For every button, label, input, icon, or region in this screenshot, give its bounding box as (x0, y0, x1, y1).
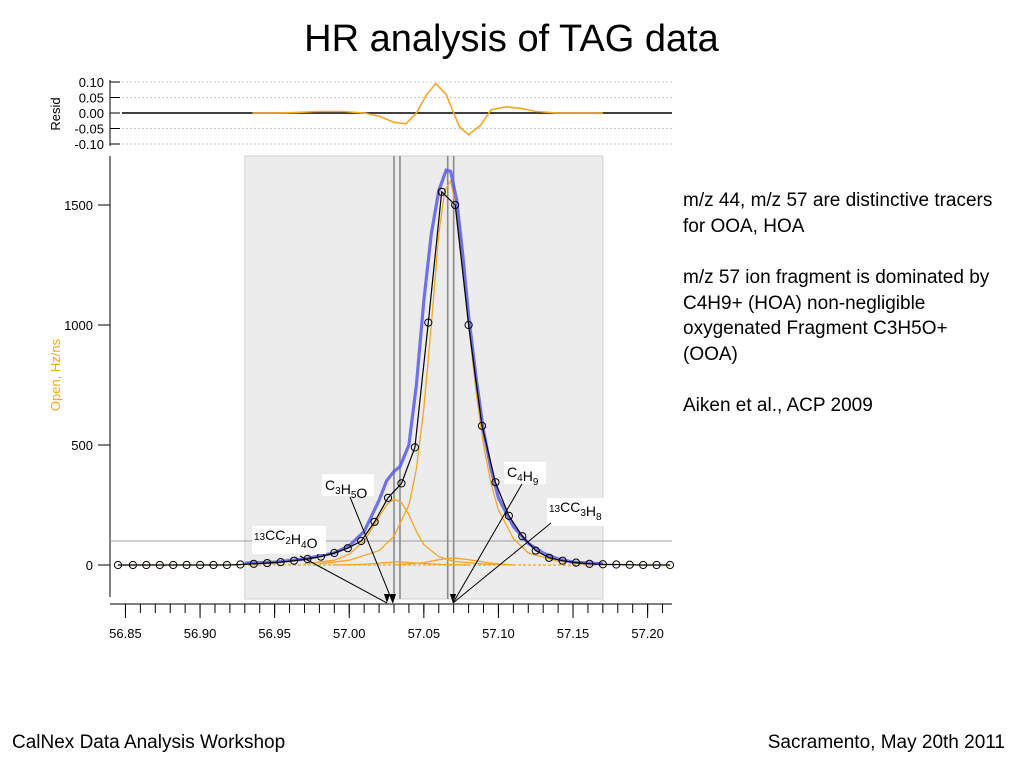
y-tick-label: 1500 (64, 198, 93, 213)
measured-point (289, 556, 299, 565)
measured-point (182, 560, 191, 570)
note-fragment: m/z 57 ion fragment is dominated by C4H9… (683, 267, 990, 365)
measured-point (612, 560, 621, 569)
ion-label: C4H9 (507, 464, 539, 488)
footer-location-date: Sacramento, May 20th 2011 (767, 732, 1005, 753)
x-tick-label: 56.85 (109, 626, 142, 641)
ion-arrow-line (299, 555, 388, 604)
measured-point (639, 560, 648, 570)
x-tick-label: 56.95 (258, 626, 291, 641)
x-tick-label: 57.20 (631, 626, 664, 641)
measured-point (397, 479, 406, 488)
measured-point (545, 553, 554, 562)
y-tick-label: 0 (86, 558, 93, 573)
main-panel: 0 500 1000 1500 Open, Hz/ns 56.85 56.90 56.95 57… (48, 155, 675, 641)
peak-component-c3h5o (304, 498, 514, 566)
measured-point (518, 532, 527, 541)
residual-tick-label: -0.10 (74, 137, 104, 152)
measured-point (531, 546, 540, 555)
x-tick-label: 56.90 (184, 626, 217, 641)
notes-panel: m/z 44, m/z 57 are distinctive tracers f… (683, 188, 1003, 445)
ion-label: 13CC3H8 (549, 499, 602, 523)
measured-point (128, 560, 138, 570)
ion-arrow-head (384, 594, 390, 603)
measured-point (330, 548, 339, 558)
measured-point (410, 443, 419, 452)
ion-label-bg (547, 498, 609, 526)
x-tick-label: 57.00 (333, 626, 366, 641)
peak-component-c4h9 (319, 179, 588, 565)
measured-point (357, 536, 366, 546)
measured-point (665, 560, 675, 570)
measured-point (249, 559, 258, 568)
measured-point (383, 493, 393, 502)
measured-point (504, 511, 513, 520)
measured-point (424, 318, 433, 327)
measured-point (195, 560, 205, 570)
footer-workshop: CalNex Data Analysis Workshop (12, 732, 286, 753)
ion-arrow-line (452, 522, 552, 604)
ion-label: C3H5O (325, 477, 367, 501)
measured-point (303, 554, 312, 564)
measured-point (571, 558, 581, 567)
peak-component-13cc3h8 (393, 557, 514, 566)
fit-region (244, 155, 604, 600)
ion-arrow-line (349, 496, 394, 604)
residual-tick-label: 0.05 (79, 91, 104, 106)
measured-point (209, 560, 218, 570)
ion-arrow-line (452, 483, 523, 604)
ion-label-bg (504, 462, 546, 484)
ion-annotation: C4H9 (450, 462, 546, 604)
ion-arrow-head (450, 594, 456, 603)
measured-point (113, 560, 123, 570)
measured-point (652, 560, 661, 570)
measured-line (118, 190, 670, 566)
measured-point (155, 560, 164, 570)
measured-point (437, 187, 446, 196)
measured-point (276, 558, 285, 567)
ion-annotation: 13CC2H4O (252, 526, 390, 604)
measured-point (625, 560, 634, 569)
ion-annotation: C3H5O (322, 474, 396, 604)
total-fit-line (244, 168, 603, 566)
measured-point (451, 200, 460, 210)
ion-annotation: 13CC3H8 (450, 498, 609, 604)
residual-tick-label: 0.00 (79, 106, 104, 121)
slide-title: HR analysis of TAG data (304, 18, 719, 60)
measured-point (477, 421, 487, 430)
measured-point (236, 560, 245, 569)
measured-point (464, 320, 473, 330)
residual-line (252, 82, 603, 136)
measured-point (585, 559, 594, 568)
measured-point (558, 556, 567, 565)
residual-tick-label: -0.05 (74, 122, 104, 137)
measured-point (222, 560, 232, 570)
x-tick-label: 57.10 (482, 626, 515, 641)
measured-point (598, 560, 607, 569)
note-tracers: m/z 44, m/z 57 are distinctive tracers f… (683, 190, 993, 237)
measured-point (343, 544, 352, 553)
x-tick-label: 57.05 (408, 626, 441, 641)
ion-arrow-head (390, 594, 396, 603)
x-tick-label: 57.15 (557, 626, 590, 641)
ion-label-bg (322, 474, 374, 496)
note-reference: Aiken et al., ACP 2009 (683, 395, 873, 416)
ion-label-bg (252, 526, 326, 554)
measured-point (142, 560, 151, 570)
residual-panel: 0.100.050.00-0.05-0.10 Resid (48, 75, 672, 152)
peak-component-13cc2h4o (334, 560, 469, 566)
residual-tick-label: 0.10 (79, 75, 104, 90)
measured-point (491, 478, 500, 487)
measured-point (169, 560, 178, 570)
y-tick-label: 500 (71, 438, 93, 453)
y-axis-label: Open, Hz/ns (48, 338, 63, 411)
ion-label: 13CC2H4O (254, 527, 318, 551)
residual-axis-label: Resid (48, 97, 63, 130)
measured-point (370, 517, 379, 526)
y-tick-label: 1000 (64, 318, 93, 333)
measured-point (263, 558, 272, 568)
